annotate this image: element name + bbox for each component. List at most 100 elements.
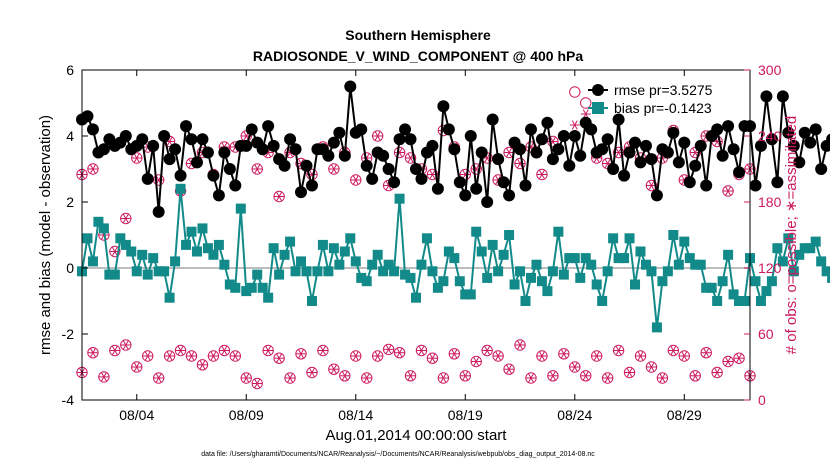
bias-point [597, 296, 608, 306]
asterisk-stroke [111, 345, 118, 356]
obs-possible-marker [251, 377, 263, 390]
rmse-point [486, 113, 499, 126]
rmse-point [612, 113, 625, 126]
asterisk-stroke [429, 353, 436, 363]
rmse-point [749, 179, 762, 192]
bias-point [361, 276, 372, 287]
rmse-point [535, 133, 548, 146]
rmse-point [81, 110, 94, 123]
obs-assimilated-marker [87, 164, 98, 174]
asterisk-stroke [703, 348, 710, 358]
rmse-point [431, 182, 444, 195]
bias-point [476, 246, 487, 257]
obs-assimilated-marker [274, 353, 285, 363]
obs-assimilated-marker [679, 351, 690, 361]
bias-point [328, 243, 339, 254]
rmse-point [765, 133, 778, 146]
bias-point [695, 259, 706, 270]
bias-point [777, 256, 788, 267]
bias-point [339, 246, 350, 257]
x-tick-label: 08/04 [119, 407, 154, 423]
rmse-point [190, 156, 203, 169]
asterisk-stroke [155, 373, 162, 383]
obs-assimilated-marker [690, 371, 701, 381]
obs-assimilated-marker [285, 373, 296, 383]
obs-assimilated-marker [241, 373, 252, 383]
rmse-point [793, 156, 806, 169]
obs-possible-marker [733, 352, 745, 364]
bias-point [224, 279, 235, 290]
bias-point [411, 292, 421, 303]
obs-possible-marker [623, 366, 636, 379]
bias-point [734, 296, 745, 306]
obs-assimilated-marker [558, 349, 569, 359]
bias-point [367, 259, 378, 270]
rmse-point [305, 179, 318, 192]
obs-assimilated-marker [536, 351, 547, 361]
obs-assimilated-marker [350, 175, 361, 185]
asterisk-stroke [276, 191, 283, 202]
obs-possible-marker [448, 348, 461, 360]
bias-point [608, 233, 619, 244]
obs-assimilated-marker [515, 340, 526, 350]
obs-possible-marker [547, 135, 559, 148]
obs-possible-marker [536, 168, 548, 181]
rmse-point [218, 146, 231, 159]
bias-point [186, 226, 197, 237]
obs-assimilated-marker [120, 213, 131, 224]
rmse-point [815, 163, 828, 175]
asterisk-stroke [363, 373, 370, 383]
asterisk-stroke [506, 147, 513, 158]
bias-point [525, 272, 536, 283]
rmse-point [97, 143, 110, 156]
rmse-point [382, 163, 395, 175]
bias-point [586, 259, 597, 270]
obs-possible-marker [415, 344, 428, 357]
obs-assimilated-marker [109, 345, 120, 356]
bias-point [706, 282, 717, 293]
bias-point [98, 223, 109, 234]
rmse-point [629, 136, 642, 149]
asterisk-stroke [517, 340, 523, 350]
rmse-point [147, 139, 160, 152]
bias-point [482, 272, 493, 283]
bias-point [827, 272, 830, 283]
bias-point [252, 269, 263, 280]
rmse-point [223, 163, 236, 175]
asterisk-stroke [582, 109, 589, 119]
bias-point [383, 259, 394, 270]
asterisk-stroke [528, 373, 534, 383]
axes-box [81, 69, 751, 401]
obs-possible-marker [426, 352, 439, 364]
bias-point [268, 243, 279, 254]
rmse-point [141, 172, 154, 185]
asterisk-stroke [210, 351, 217, 361]
obs-assimilated-marker [383, 344, 394, 354]
rmse-point [645, 153, 658, 166]
rmse-point [639, 139, 652, 152]
asterisk-stroke [374, 131, 381, 141]
bias-point [640, 259, 651, 270]
rmse-point [333, 126, 346, 139]
rmse-point [86, 123, 99, 136]
obs-possible-marker [87, 163, 99, 175]
obs-possible-marker [284, 372, 296, 384]
rmse-point [711, 123, 724, 136]
asterisk-stroke [254, 164, 261, 174]
bias-point [142, 269, 153, 280]
rmse-point [503, 189, 516, 202]
asterisk-stroke [341, 371, 348, 381]
obs-possible-marker [481, 344, 493, 357]
bias-point [153, 266, 164, 277]
bias-point [170, 256, 181, 267]
obs-possible-marker [120, 212, 132, 225]
rmse-point [804, 136, 817, 149]
obs-assimilated-marker [252, 164, 263, 174]
rmse-point [245, 123, 258, 136]
rmse-point [557, 130, 570, 142]
obs-assimilated-marker [712, 367, 723, 378]
obs-assimilated-marker [164, 351, 175, 361]
obs-possible-marker [328, 163, 340, 175]
bias-point [87, 256, 98, 267]
bias-point [372, 249, 383, 260]
